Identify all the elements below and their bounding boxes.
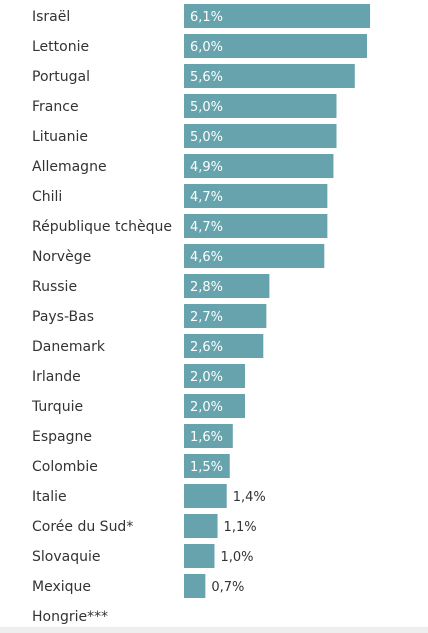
category-label: Slovaquie [32, 549, 100, 565]
value-label: 5,0% [190, 130, 223, 145]
bar [184, 154, 334, 178]
bar [184, 484, 227, 508]
category-label: Colombie [32, 459, 98, 475]
bar [184, 184, 328, 208]
category-label: Hongrie*** [32, 609, 108, 625]
value-label: 6,0% [190, 40, 223, 55]
category-label: Espagne [32, 429, 92, 445]
bar [184, 574, 206, 598]
category-label: Lettonie [32, 39, 89, 55]
value-label: 2,0% [190, 400, 223, 415]
value-label: 1,0% [221, 550, 254, 565]
category-label: Corée du Sud* [32, 519, 133, 535]
value-label: 4,7% [190, 220, 223, 235]
category-label: Pays-Bas [32, 309, 94, 325]
bar [184, 304, 267, 328]
category-label: Israël [32, 9, 70, 25]
category-label: République tchèque [32, 219, 172, 235]
value-label: 1,1% [224, 520, 257, 535]
bar [184, 64, 355, 88]
bottom-scroll-strip [0, 627, 428, 633]
value-label: 4,9% [190, 160, 223, 175]
category-label: Lituanie [32, 129, 88, 145]
value-label: 5,0% [190, 100, 223, 115]
value-label: 1,6% [190, 430, 223, 445]
value-label: 2,6% [190, 340, 223, 355]
value-label: 2,0% [190, 370, 223, 385]
bar [184, 4, 371, 28]
value-label: 1,4% [233, 490, 266, 505]
bar [184, 94, 337, 118]
category-label: Danemark [32, 339, 106, 355]
value-label: 6,1% [190, 10, 223, 25]
category-label: Italie [32, 489, 67, 505]
bar [184, 514, 218, 538]
category-label: Mexique [32, 579, 91, 595]
category-label: France [32, 99, 79, 115]
bar [184, 214, 328, 238]
bar [184, 454, 230, 478]
bar [184, 244, 325, 268]
value-label: 2,7% [190, 310, 223, 325]
value-label: 5,6% [190, 70, 223, 85]
value-label: 4,7% [190, 190, 223, 205]
category-label: Russie [32, 279, 77, 295]
bar [184, 34, 367, 58]
bar [184, 544, 215, 568]
category-label: Allemagne [32, 159, 107, 175]
category-label: Chili [32, 189, 62, 205]
category-label: Turquie [31, 399, 83, 415]
value-label: 0,7% [211, 580, 244, 595]
category-label: Portugal [32, 69, 90, 85]
value-label: 1,5% [190, 460, 223, 475]
bar [184, 334, 264, 358]
bar [184, 364, 245, 388]
value-label: 4,6% [190, 250, 223, 265]
bar [184, 124, 337, 148]
bar [184, 424, 233, 448]
category-label: Irlande [32, 369, 81, 385]
value-label: 2,8% [190, 280, 223, 295]
bar [184, 274, 270, 298]
bar [184, 394, 245, 418]
category-label: Norvège [32, 249, 91, 265]
